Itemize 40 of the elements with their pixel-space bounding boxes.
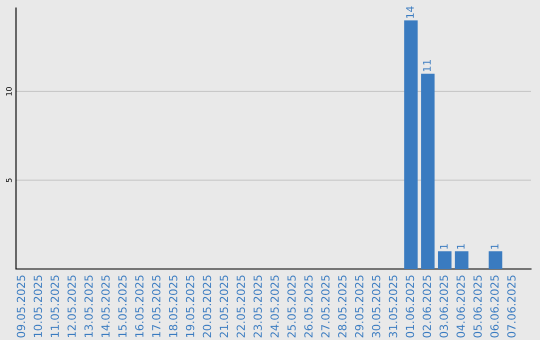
x-tick-label: 06.06.2025: [490, 276, 499, 338]
x-tick-label: 22.05.2025: [236, 276, 246, 338]
bar: [438, 251, 452, 269]
data-label: 11: [423, 60, 431, 72]
x-tick-label: 11.05.2025: [50, 276, 59, 337]
x-tick-label: 31.05.2025: [388, 276, 398, 338]
x-tick-label: 16.05.2025: [135, 276, 144, 337]
x-tick-label: 23.05.2025: [254, 276, 262, 338]
x-tick-label: 17.05.2025: [152, 276, 160, 337]
x-tick-label: 03.06.2025: [440, 276, 448, 338]
data-label: 1: [490, 244, 498, 249]
x-tick-label: 10.05.2025: [34, 276, 42, 337]
x-tick-label: 25.05.2025: [287, 276, 296, 338]
data-label: 1: [440, 244, 448, 249]
x-tick-label: 28.05.2025: [338, 276, 346, 338]
x-tick-label: 05.06.2025: [473, 276, 482, 338]
bar: [454, 251, 468, 269]
x-tick-label: 19.05.2025: [186, 276, 194, 337]
bar: [421, 74, 435, 269]
x-tick-label: 27.05.2025: [321, 276, 330, 338]
x-tick-label: 01.06.2025: [406, 276, 414, 338]
x-tick-label: 18.05.2025: [168, 276, 178, 337]
x-tick-label: 29.05.2025: [355, 276, 364, 338]
x-tick-label: 24.05.2025: [270, 276, 279, 338]
x-tick-label: 26.05.2025: [304, 276, 313, 338]
x-tick-label: 21.05.2025: [220, 276, 228, 338]
x-tick-label: 07.06.2025: [507, 276, 516, 338]
bar: [404, 20, 418, 269]
x-tick-label: 02.06.2025: [422, 276, 432, 338]
x-tick-label: 04.06.2025: [456, 276, 465, 338]
x-tick-label: 20.05.2025: [202, 276, 212, 338]
x-tick-label: 14.05.2025: [101, 276, 110, 337]
bar: [488, 251, 502, 269]
x-tick-label: 12.05.2025: [67, 276, 76, 337]
x-tick-label: 09.05.2025: [16, 276, 26, 338]
data-label: 1: [456, 244, 465, 249]
x-tick-label: 30.05.2025: [372, 276, 380, 338]
data-label: 14: [406, 6, 414, 18]
x-tick-label: 15.05.2025: [118, 276, 127, 337]
x-tick-label: 13.05.2025: [84, 276, 93, 337]
